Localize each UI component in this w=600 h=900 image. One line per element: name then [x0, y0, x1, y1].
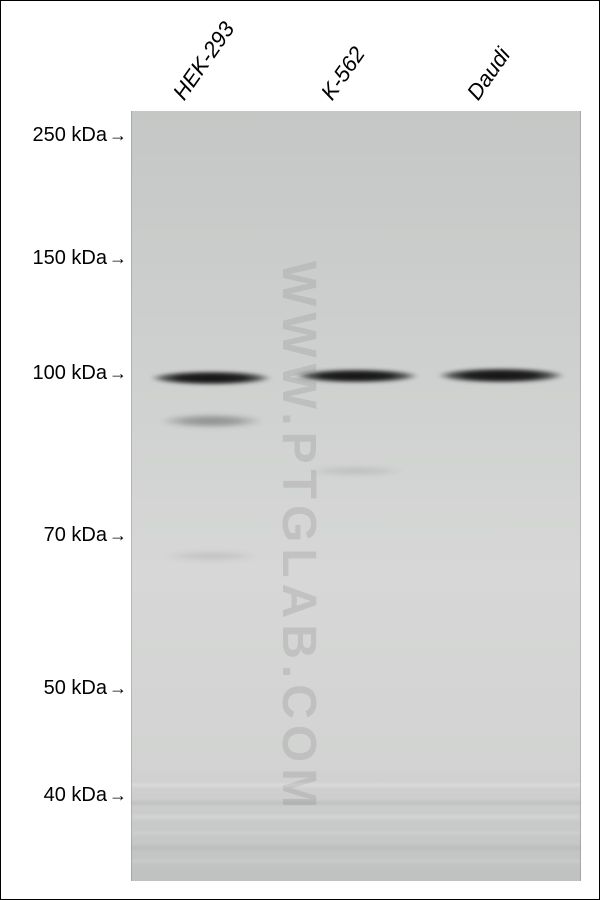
membrane-noise-line [131, 846, 581, 850]
arrow-icon: → [109, 785, 127, 806]
mw-marker-label: 70 kDa [44, 524, 107, 546]
mw-marker-70: 70 kDa→ [7, 524, 127, 547]
mw-marker-label: 50 kDa [44, 677, 107, 699]
band [150, 371, 272, 385]
band [159, 414, 264, 428]
mw-marker-label: 250 kDa [33, 124, 108, 146]
arrow-icon: → [109, 248, 127, 269]
arrow-icon: → [109, 125, 127, 146]
blot-membrane: WWW.PTGLAB.COM [131, 111, 581, 881]
mw-marker-40: 40 kDa→ [7, 784, 127, 807]
mw-marker-150: 150 kDa→ [7, 247, 127, 270]
band [437, 368, 565, 383]
mw-marker-label: 40 kDa [44, 784, 107, 806]
arrow-icon: → [109, 678, 127, 699]
mw-marker-250: 250 kDa→ [7, 124, 127, 147]
lane-labels-row: HEK-293 K-562 Daudi [131, 1, 581, 111]
mw-marker-50: 50 kDa→ [7, 677, 127, 700]
arrow-icon: → [109, 525, 127, 546]
band [294, 369, 419, 383]
mw-marker-label: 150 kDa [33, 247, 108, 269]
membrane-noise-line [131, 859, 581, 863]
lane-label-3: Daudi [462, 43, 516, 105]
band [164, 551, 259, 561]
membrane-noise-line [131, 815, 581, 819]
membrane-noise-line [131, 831, 581, 835]
mw-marker-100: 100 kDa→ [7, 362, 127, 385]
membrane-noise-line [131, 783, 581, 787]
mw-marker-label: 100 kDa [33, 362, 108, 384]
lane-label-2: K-562 [316, 42, 371, 105]
arrow-icon: → [109, 363, 127, 384]
membrane-noise-line [131, 801, 581, 805]
band [306, 466, 406, 476]
blot-figure: HEK-293 K-562 Daudi WWW.PTGLAB.COM 250 k… [0, 0, 600, 900]
blot-background [131, 111, 581, 881]
lane-label-1: HEK-293 [168, 17, 241, 105]
